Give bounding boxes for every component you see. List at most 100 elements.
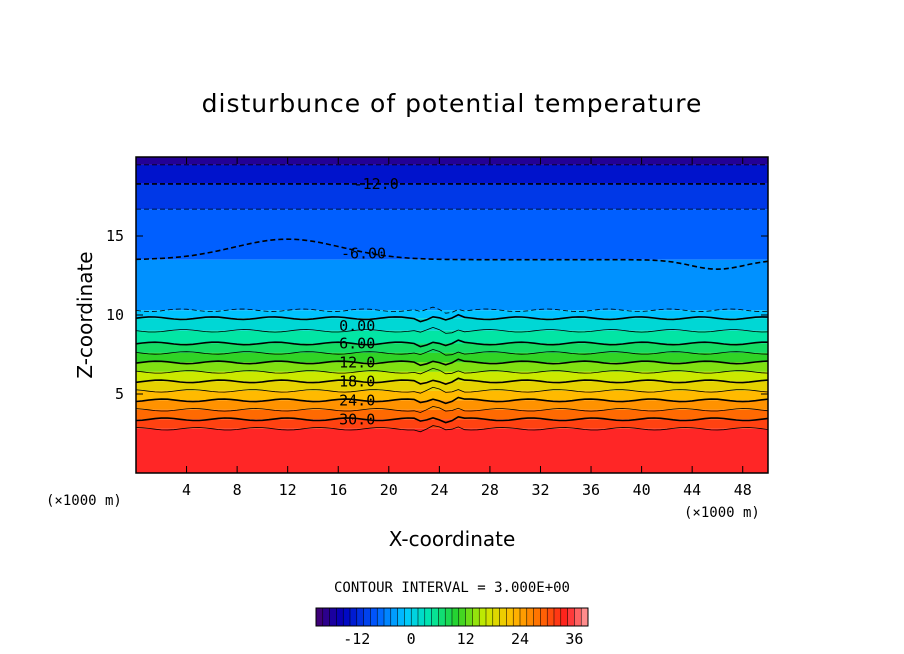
x-tick-label: 44 <box>683 481 701 499</box>
x-tick-label: 32 <box>531 481 549 499</box>
contour-band <box>136 259 768 311</box>
contour-line <box>135 377 769 385</box>
y-tick-label: 10 <box>106 306 124 324</box>
colorbar-swatch <box>438 607 446 627</box>
contour-line <box>135 348 769 356</box>
colorbar-swatch <box>512 607 521 627</box>
contour-band <box>136 428 768 473</box>
x-tick-label: 40 <box>633 481 651 499</box>
colorbar-swatch <box>410 607 419 627</box>
y-axis-label: Z-coordinate <box>73 251 97 378</box>
colorbar-swatch <box>465 607 473 627</box>
colorbar-swatch <box>322 607 331 627</box>
contour-band <box>136 318 768 331</box>
contour-line <box>135 415 769 424</box>
colorbar-swatch <box>580 607 589 627</box>
contour-line <box>135 358 769 367</box>
colorbar-swatch <box>315 607 324 627</box>
contour-band <box>136 330 768 344</box>
colorbar-swatch <box>540 607 548 627</box>
contour-line <box>135 306 769 314</box>
chart-title: disturbunce of potential temperature <box>202 89 703 118</box>
colorbar-swatch <box>349 607 358 627</box>
colorbar-swatch <box>431 607 439 627</box>
colorbar-tick-label: -12 <box>343 630 370 648</box>
contour-band <box>136 352 768 363</box>
colorbar-frame <box>315 607 589 627</box>
colorbar-swatch <box>363 607 371 627</box>
contour-line <box>135 405 769 413</box>
x-tick-label: 36 <box>582 481 600 499</box>
y-tick-label: 15 <box>106 227 124 245</box>
colorbar-swatch <box>451 607 460 627</box>
colorbar-swatch <box>506 607 514 627</box>
x-tick-label: 28 <box>481 481 499 499</box>
colorbar-swatch <box>458 607 467 627</box>
contour-band <box>136 209 768 260</box>
contour-band <box>136 400 768 410</box>
x-unit-right: (×1000 m) <box>684 505 760 521</box>
contour-line <box>135 425 769 433</box>
colorbar-swatch <box>546 607 555 627</box>
colorbar-swatch <box>560 607 569 627</box>
colorbar <box>315 607 589 627</box>
contour-line <box>135 367 769 375</box>
contour-label: 24.0 <box>339 391 375 409</box>
colorbar-swatch <box>383 607 392 627</box>
contour-line <box>135 396 769 405</box>
contour-band <box>136 371 768 382</box>
x-axis-ticks: 4 8 12 16 20 24 28 32 36 40 44 48 <box>182 157 752 499</box>
contour-band <box>136 419 768 429</box>
contour-band <box>136 164 768 184</box>
x-tick-label: 8 <box>233 481 242 499</box>
colorbar-swatch <box>526 607 535 627</box>
x-tick-label: 4 <box>182 481 191 499</box>
contour-label: 12.0 <box>339 353 375 371</box>
plot-area <box>136 157 768 473</box>
contour-label: 0.00 <box>339 317 375 335</box>
colorbar-swatch <box>492 607 501 627</box>
x-tick-label: 48 <box>734 481 752 499</box>
contour-label: -12.0 <box>354 175 399 193</box>
colorbar-swatch <box>533 607 541 627</box>
colorbar-tick-label: 12 <box>457 630 475 648</box>
x-tick-label: 24 <box>430 481 448 499</box>
colorbar-ticks: -12 0 12 24 36 <box>343 630 583 648</box>
x-tick-label: 20 <box>380 481 398 499</box>
colorbar-swatch <box>397 607 405 627</box>
contour-band <box>136 409 768 420</box>
colorbar-swatch <box>444 607 453 627</box>
x-tick-label: 16 <box>329 481 347 499</box>
colorbar-swatch <box>519 607 528 627</box>
contour-label: -6.00 <box>341 244 386 262</box>
contour-interval-note: CONTOUR INTERVAL = 3.000E+00 <box>334 580 570 596</box>
colorbar-tick-label: 36 <box>565 630 583 648</box>
contour-band <box>136 362 768 372</box>
colorbar-swatch <box>553 607 562 627</box>
colorbar-swatch <box>567 607 575 627</box>
colorbar-swatch <box>499 607 507 627</box>
x-tick-label: 12 <box>279 481 297 499</box>
colorbar-swatch <box>342 607 351 627</box>
colorbar-swatch <box>424 607 433 627</box>
contour-band <box>136 390 768 401</box>
contour-label: 6.00 <box>339 334 375 352</box>
contour-line <box>135 238 769 271</box>
contour-line <box>135 313 769 323</box>
contour-band <box>136 343 768 353</box>
colorbar-swatch <box>370 607 378 627</box>
colorbar-swatch <box>472 607 480 627</box>
contour-band <box>136 310 768 319</box>
x-axis-label: X-coordinate <box>389 527 516 551</box>
colorbar-swatch <box>574 607 582 627</box>
contour-label: 18.0 <box>339 372 375 390</box>
y-tick-label: 5 <box>115 385 124 403</box>
colorbar-swatch <box>478 607 487 627</box>
x-unit-left: (×1000 m) <box>46 493 122 509</box>
y-axis-ticks: 5 10 15 <box>106 227 768 403</box>
colorbar-swatch <box>485 607 494 627</box>
contour-band <box>136 381 768 391</box>
colorbar-swatch <box>390 607 399 627</box>
